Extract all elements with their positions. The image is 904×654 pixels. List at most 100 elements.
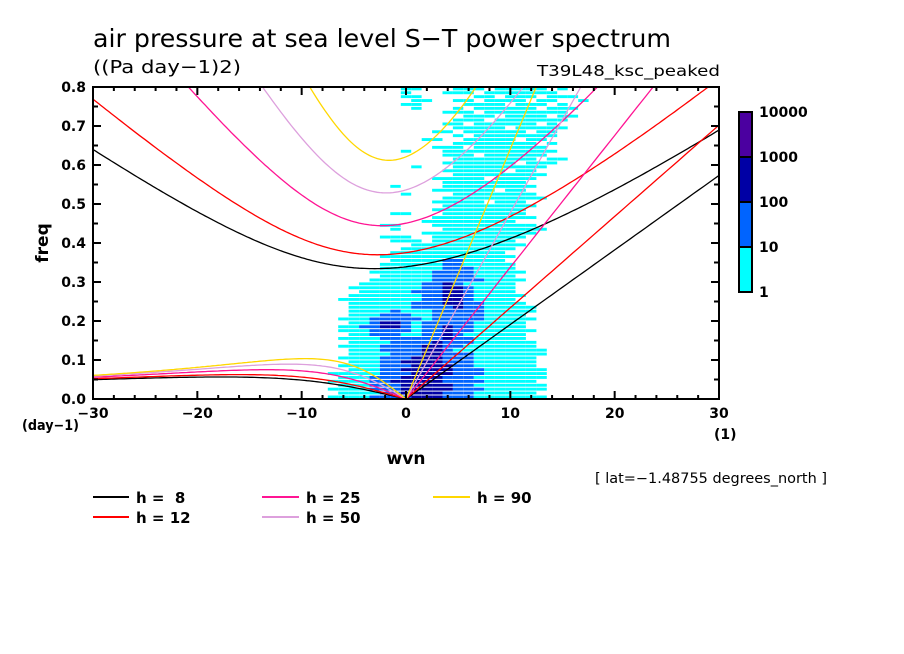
spectrum-cell [452, 333, 464, 336]
spectrum-cell [515, 188, 526, 192]
spectrum-cell [411, 313, 422, 317]
spectrum-cell [442, 223, 453, 227]
spectrum-cell [359, 368, 370, 372]
spectrum-cell [484, 122, 495, 126]
colorbar-label: 1 [759, 285, 769, 301]
spectrum-cell [526, 348, 537, 352]
spectrum-cell [494, 161, 506, 165]
spectrum-cell [515, 321, 526, 325]
spectrum-cell [400, 364, 412, 368]
spectrum-cell [505, 157, 516, 161]
spectrum-cell [421, 99, 433, 102]
spectrum-cell [452, 251, 464, 255]
spectrum-cell [494, 290, 506, 294]
spectrum-cell [463, 376, 474, 379]
spectrum-cell [494, 227, 506, 231]
spectrum-cell [338, 337, 349, 340]
spectrum-cell [473, 294, 485, 297]
spectrum-cell [442, 337, 453, 340]
spectrum-cell [526, 126, 537, 130]
spectrum-cell [494, 383, 506, 387]
spectrum-cell [473, 247, 485, 251]
spectrum-cell [411, 376, 422, 379]
spectrum-cell [442, 317, 453, 321]
spectrum-cell [379, 364, 391, 368]
spectrum-cell [515, 329, 526, 333]
spectrum-cell [390, 337, 401, 340]
inertia-gravity-curve-h25 [187, 87, 599, 227]
spectrum-cell [473, 134, 485, 138]
spectrum-cell [526, 169, 537, 173]
spectrum-cell [505, 270, 516, 274]
spectrum-cell [536, 372, 547, 375]
spectrum-cell [432, 368, 443, 372]
spectrum-cell [494, 348, 506, 352]
spectrum-cell [432, 216, 443, 219]
spectrum-cell [379, 356, 391, 360]
spectrum-cell [421, 262, 433, 266]
spectrum-cell [473, 192, 485, 196]
spectrum-cell [452, 270, 464, 274]
spectrum-cell [484, 208, 495, 212]
spectrum-cell [359, 309, 370, 313]
spectrum-cell [484, 212, 495, 216]
spectrum-cell [463, 149, 474, 153]
spectrum-cell [515, 372, 526, 375]
spectrum-cell [442, 282, 453, 286]
spectrum-cell [515, 173, 526, 177]
spectrum-cell [505, 317, 516, 321]
spectrum-cell [494, 196, 506, 200]
spectrum-cell [400, 368, 412, 372]
spectrum-cell [369, 387, 380, 391]
spectrum-cell [432, 383, 443, 387]
spectrum-cell [484, 142, 495, 145]
spectrum-cell [463, 165, 474, 169]
spectrum-cell [369, 383, 380, 387]
spectrum-cell [494, 99, 506, 102]
spectrum-cell [546, 91, 558, 95]
spectrum-cell [421, 301, 433, 305]
spectrum-cell [473, 301, 485, 305]
spectrum-cell [484, 274, 495, 278]
spectrum-cell [421, 259, 433, 262]
spectrum-cell [327, 395, 339, 399]
spectrum-cell [369, 317, 380, 321]
spectrum-cell [515, 106, 526, 110]
spectrum-cell [359, 360, 370, 364]
axis-ticks [92, 86, 720, 400]
spectrum-cell [515, 87, 526, 91]
spectrum-cell [452, 173, 464, 177]
spectrum-cell [432, 298, 443, 301]
spectrum-cell [526, 138, 537, 141]
spectrum-cell [484, 298, 495, 301]
spectrum-cell [505, 134, 516, 138]
spectrum-cell [505, 220, 516, 223]
spectrum-cell [494, 122, 506, 126]
spectrum-cell [515, 387, 526, 391]
spectrum-cell [484, 91, 495, 95]
spectrum-cell [515, 157, 526, 161]
spectrum-cell [484, 130, 495, 134]
spectrum-cell [536, 99, 547, 102]
spectrum-cell [526, 364, 537, 368]
spectrum-cell [432, 309, 443, 313]
spectrum-cell [463, 91, 474, 95]
spectrum-cell [348, 356, 359, 360]
spectrum-cell [473, 356, 485, 360]
spectrum-cell [546, 122, 558, 126]
spectrum-cell [515, 165, 526, 169]
spectrum-cell [452, 177, 464, 180]
legend-item-h90: h = 90 [433, 489, 532, 507]
spectrum-cell [463, 356, 474, 360]
legend-label: h = 25 [306, 489, 361, 507]
spectrum-cell [390, 387, 401, 391]
spectrum-cell [452, 118, 464, 122]
chart-title: air pressure at sea level S−T power spec… [93, 24, 671, 53]
spectrum-cell [494, 118, 506, 122]
spectrum-cell [494, 169, 506, 173]
spectrum-cell [452, 317, 464, 321]
spectrum-cell [515, 200, 526, 204]
x-tick-label: 10 [501, 406, 521, 422]
latitude-note: [ lat=−1.48755 degrees_north ] [595, 471, 827, 487]
spectrum-cell [463, 255, 474, 258]
